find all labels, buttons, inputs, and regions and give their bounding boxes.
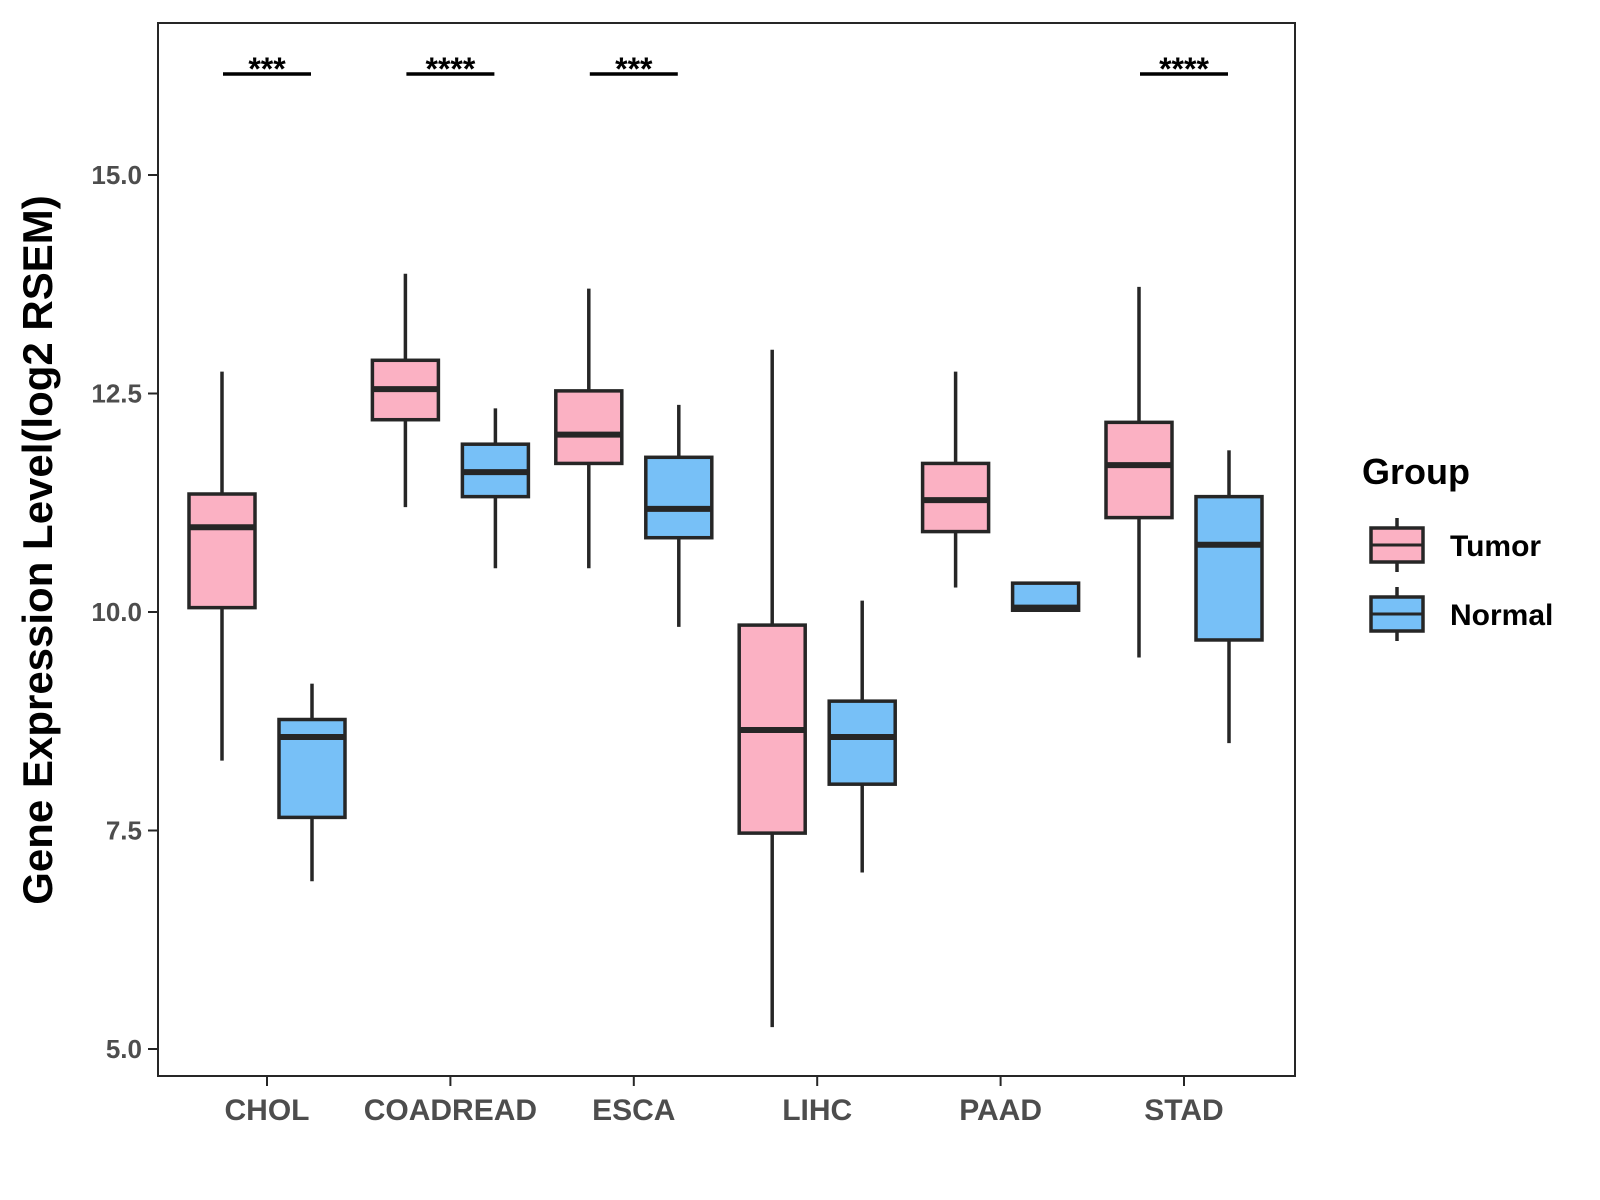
y-tick-label: 5.0 xyxy=(106,1034,142,1064)
box-body xyxy=(1104,420,1174,520)
legend-label: Normal xyxy=(1450,599,1553,632)
y-axis-title: Gene Expression Level(log2 RSEM) xyxy=(14,195,61,905)
legend-item-normal: Normal xyxy=(1369,587,1553,641)
x-tick-label: COADREAD xyxy=(364,1094,537,1127)
x-tick-label: ESCA xyxy=(592,1094,675,1127)
box-body xyxy=(187,492,257,610)
legend: Group Tumor Normal xyxy=(1362,451,1553,641)
significance-label: *** xyxy=(248,51,286,87)
y-axis: 5.0 7.5 10.0 12.5 15.0 xyxy=(91,160,158,1064)
box-tumor-lihc xyxy=(737,349,807,1028)
significance-label: *** xyxy=(615,51,653,87)
box-normal-lihc xyxy=(827,600,897,873)
y-tick-label: 12.5 xyxy=(91,379,142,409)
box-normal-paad xyxy=(1010,581,1081,613)
plot-panel xyxy=(157,22,1296,1077)
x-tick-label: CHOL xyxy=(225,1094,310,1127)
box-body xyxy=(827,699,897,786)
box-normal-coadread xyxy=(460,408,531,569)
y-tick-label: 15.0 xyxy=(91,160,142,190)
significance-label: **** xyxy=(425,51,475,87)
box-tumor-esca xyxy=(554,288,624,569)
x-tick-label: STAD xyxy=(1144,1094,1223,1127)
significance-label: **** xyxy=(1159,51,1209,87)
box-normal-chol xyxy=(277,683,347,882)
box-body xyxy=(644,455,714,540)
box-tumor-stad xyxy=(1104,286,1174,658)
box-tumor-coadread xyxy=(370,273,441,508)
box-tumor-paad xyxy=(920,371,991,588)
box-normal-esca xyxy=(644,404,714,627)
box-body xyxy=(1194,494,1264,642)
y-tick-label: 7.5 xyxy=(106,816,142,846)
legend-item-tumor: Tumor xyxy=(1369,518,1541,572)
legend-label: Tumor xyxy=(1450,530,1541,563)
significance-annotations: *** **** *** **** xyxy=(223,51,1228,87)
boxes xyxy=(187,273,1264,1028)
x-tick-label: LIHC xyxy=(782,1094,852,1127)
box-tumor-chol xyxy=(187,371,257,761)
legend-title: Group xyxy=(1362,451,1470,492)
x-axis: CHOL COADREAD ESCA LIHC PAAD STAD xyxy=(225,1076,1224,1127)
x-tick-label: PAAD xyxy=(959,1094,1042,1127)
box-body xyxy=(554,389,624,466)
box-normal-stad xyxy=(1194,450,1264,744)
y-tick-label: 10.0 xyxy=(91,597,142,627)
